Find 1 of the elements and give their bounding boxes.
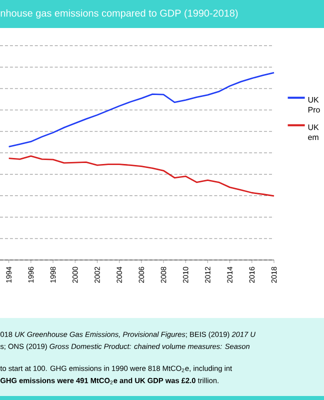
chart-title: nhouse gas emissions compared to GDP (1990-2018)	[0, 9, 238, 19]
